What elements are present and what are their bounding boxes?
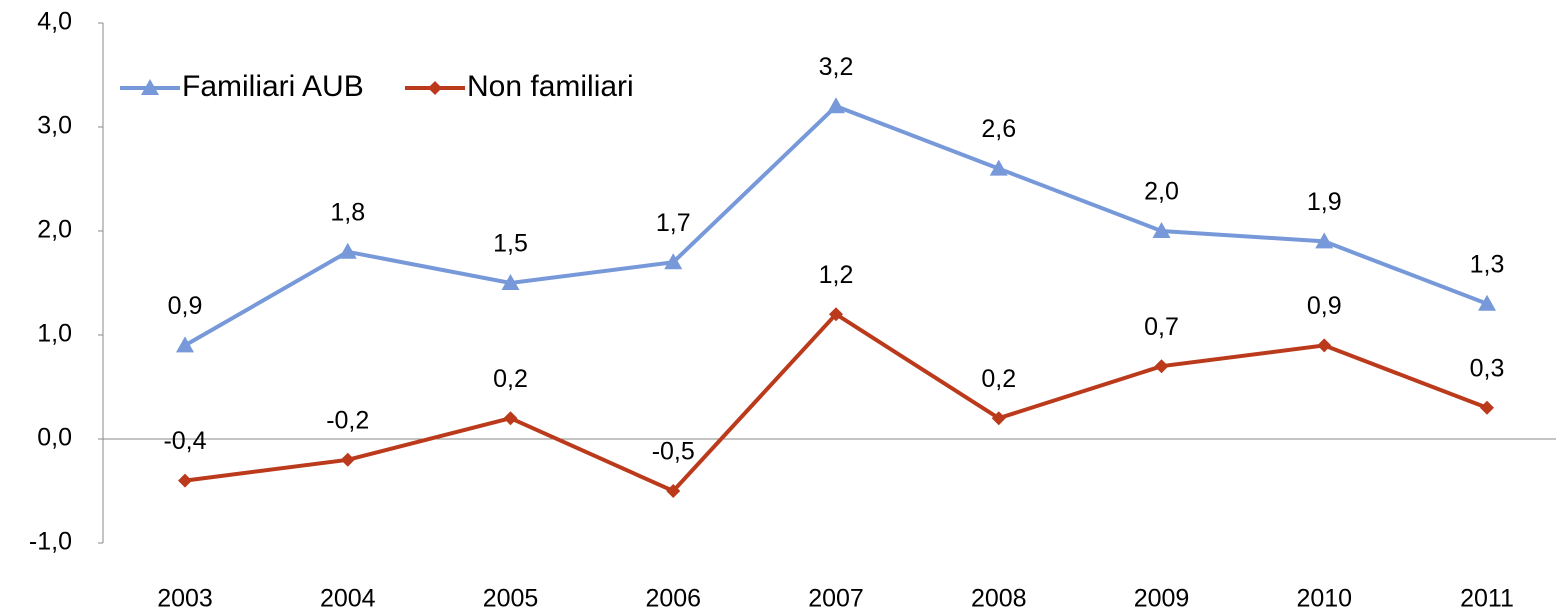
data-label: 1,2: [819, 261, 854, 289]
marker: [340, 452, 355, 467]
marker: [1154, 359, 1169, 374]
y-tick-label: 3,0: [37, 112, 72, 140]
marker: [664, 253, 683, 270]
marker: [503, 411, 518, 426]
data-label: 0,9: [1307, 292, 1342, 320]
data-label: 0,2: [981, 365, 1016, 393]
series-line: [184, 311, 1488, 494]
marker: [829, 307, 843, 322]
marker: [501, 274, 520, 290]
data-label: -0,2: [326, 406, 369, 434]
marker: [178, 473, 192, 488]
data-label: -0,4: [163, 427, 206, 455]
marker: [989, 159, 1008, 176]
x-tick-label: 2008: [971, 585, 1027, 613]
marker: [827, 97, 845, 114]
x-tick-label: 2009: [1134, 585, 1190, 613]
marker: [1478, 294, 1496, 311]
y-tick-label: 2,0: [37, 216, 72, 244]
data-label: 0,7: [1144, 313, 1179, 341]
legend-label: Familiari AUB: [182, 70, 364, 103]
y-tick-label: -1,0: [29, 528, 72, 556]
x-tick-label: 2005: [483, 585, 539, 613]
x-tick-label: 2007: [808, 585, 864, 613]
marker: [428, 81, 442, 95]
data-label: 1,5: [493, 230, 528, 258]
legend-label: Non familiari: [467, 70, 634, 103]
data-label: 0,3: [1470, 354, 1505, 382]
data-label: 2,6: [981, 115, 1016, 143]
y-tick-label: 0,0: [37, 424, 72, 452]
x-tick-label: 2010: [1296, 585, 1352, 613]
y-tick-label: 4,0: [37, 8, 72, 36]
data-label: 0,9: [168, 292, 203, 320]
data-label: 3,2: [819, 53, 854, 81]
x-tick-label: 2011: [1460, 585, 1514, 613]
data-label: 1,8: [330, 198, 365, 226]
x-tick-label: 2003: [157, 585, 213, 613]
marker: [1480, 400, 1494, 415]
marker: [666, 484, 681, 498]
data-label: 2,0: [1144, 178, 1179, 206]
marker: [141, 79, 159, 95]
x-tick-label: 2006: [645, 585, 701, 613]
y-tick-label: 1,0: [37, 320, 72, 348]
data-label: 1,9: [1307, 188, 1342, 216]
marker: [1315, 232, 1334, 249]
data-label: 0,2: [493, 365, 528, 393]
marker: [1317, 338, 1332, 353]
marker: [176, 336, 194, 353]
data-label: 1,3: [1470, 250, 1505, 278]
marker: [338, 242, 357, 259]
data-label: 1,7: [656, 209, 691, 237]
marker: [1152, 222, 1171, 238]
data-label: -0,5: [652, 438, 695, 466]
marker: [991, 411, 1006, 426]
x-tick-label: 2004: [320, 585, 376, 613]
